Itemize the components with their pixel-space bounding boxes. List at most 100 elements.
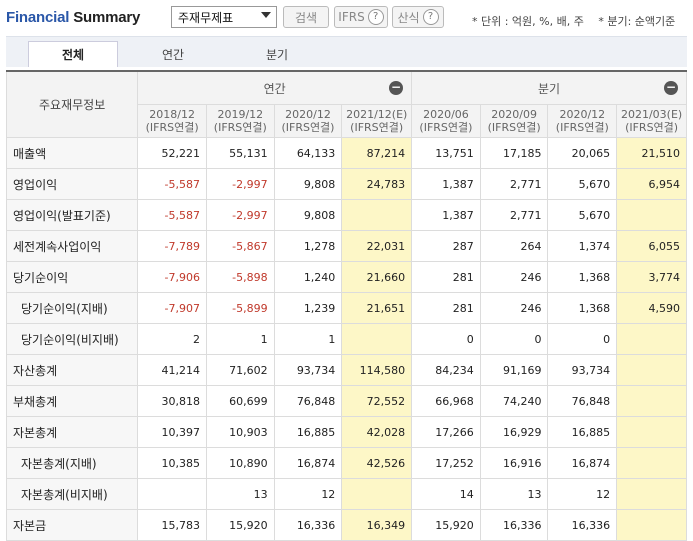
- column-period: 2020/06: [423, 108, 469, 121]
- table-row: 자본총계(비지배) 13 12 14 13 12: [5, 478, 687, 510]
- table-row: 당기순이익(비지배) 2 1 1 0 0 0: [5, 323, 687, 355]
- table-cell: 2: [137, 323, 207, 355]
- table-cell: [137, 478, 207, 510]
- table-cell: 16,929: [479, 416, 549, 448]
- table-cell: 42,028: [341, 416, 413, 448]
- table-cell: 17,252: [411, 447, 481, 479]
- financial-table: 주요재무정보 연간 − 분기 − 2018/12 (IFRS연결) 2019/12(…: [5, 70, 687, 541]
- column-period: 2021/12(E): [346, 108, 408, 121]
- table-cell: 1,240: [273, 261, 343, 293]
- column-basis: (IFRS연결): [145, 121, 199, 134]
- table-cell: 52,221: [137, 137, 207, 169]
- column-basis: (IFRS연결): [350, 121, 404, 134]
- table-cell: -5,587: [137, 199, 207, 231]
- table-row: 자본총계(지배) 10,385 10,890 16,874 42,526 17,252 16…: [5, 447, 687, 479]
- row-label: 자본총계(지배): [5, 447, 139, 479]
- table-cell: 5,670: [547, 168, 618, 200]
- table-row: 당기순이익(지배) -7,907 -5,899 1,239 21,651 281 246 1,…: [5, 292, 687, 324]
- row-label: 세전계속사업이익: [5, 230, 139, 262]
- column-period: 2020/12: [559, 108, 606, 121]
- table-row: 자본총계 10,397 10,903 16,885 42,028 17,266 16,929…: [5, 416, 687, 448]
- statement-type-select[interactable]: 주재무제표: [171, 6, 277, 28]
- table-cell: [616, 416, 687, 448]
- tab-annual[interactable]: 연간: [161, 47, 185, 62]
- column-basis: (IFRS연결): [213, 121, 267, 134]
- row-label: 자본총계(비지배): [5, 478, 139, 510]
- select-value: 주재무제표: [178, 10, 234, 25]
- column-basis: (IFRS연결): [487, 121, 541, 134]
- table-cell: 71,602: [205, 354, 275, 386]
- table-cell: 6,055: [616, 230, 687, 262]
- table-cell: 16,916: [479, 447, 549, 479]
- table-cell: 114,580: [341, 354, 413, 386]
- table-cell: 17,266: [411, 416, 481, 448]
- table-cell: 10,890: [205, 447, 275, 479]
- table-cell: -5,898: [205, 261, 275, 293]
- column-header: 2021/03(E) (IFRS연결): [616, 104, 687, 138]
- search-button[interactable]: 검색: [283, 6, 329, 28]
- group-header-quarter: 분기 −: [411, 70, 687, 105]
- table-cell: 9,808: [273, 199, 343, 231]
- column-header: 2020/12 (IFRS연결): [547, 104, 618, 138]
- table-cell: 60,699: [205, 385, 275, 417]
- table-cell: 2,771: [479, 168, 549, 200]
- tab-all[interactable]: 전체: [28, 41, 118, 67]
- group-label: 연간: [263, 81, 286, 96]
- table-cell: 12: [547, 478, 618, 510]
- collapse-icon[interactable]: −: [664, 80, 678, 95]
- table-cell: 246: [479, 292, 549, 324]
- ifrs-button[interactable]: IFRS ?: [334, 6, 388, 28]
- column-header: 2020/06 (IFRS연결): [411, 104, 481, 138]
- table-cell: -2,997: [205, 199, 275, 231]
- row-label: 자산총계: [5, 354, 139, 386]
- table-cell: 13,751: [411, 137, 481, 169]
- collapse-icon[interactable]: −: [389, 80, 404, 95]
- title-summary: Summary: [73, 9, 141, 26]
- row-label: 당기순이익(지배): [5, 292, 139, 324]
- table-cell: 281: [411, 261, 481, 293]
- table-cell: 10,903: [205, 416, 275, 448]
- page-title: Financial Summary: [6, 9, 140, 26]
- table-cell: [616, 354, 687, 386]
- table-cell: 76,848: [273, 385, 343, 417]
- table-cell: 24,783: [341, 168, 413, 200]
- table-cell: 287: [411, 230, 481, 262]
- table-cell: [616, 323, 687, 355]
- table-cell: [341, 199, 413, 231]
- table-cell: 84,234: [411, 354, 481, 386]
- row-label: 당기순이익: [5, 261, 139, 293]
- column-basis: (IFRS연결): [281, 121, 335, 134]
- row-label: 부채총계: [5, 385, 139, 417]
- column-header: 2019/12 (IFRS연결): [205, 104, 275, 138]
- table-cell: 10,397: [137, 416, 207, 448]
- table-cell: 21,660: [341, 261, 413, 293]
- table-cell: 72,552: [341, 385, 413, 417]
- table-cell: 2,771: [479, 199, 549, 231]
- group-header-annual: 연간 −: [137, 70, 413, 105]
- table-cell: 4,590: [616, 292, 687, 324]
- column-period: 2020/09: [491, 108, 537, 121]
- help-icon: ?: [367, 9, 384, 25]
- table-cell: 9,808: [273, 168, 343, 200]
- group-label: 분기: [537, 81, 561, 96]
- toolbar: Financial Summary 주재무제표 검색 IFRS ? 산식 ? *…: [0, 0, 693, 36]
- table-cell: 21,651: [341, 292, 413, 324]
- table-cell: 246: [479, 261, 549, 293]
- formula-button[interactable]: 산식 ?: [392, 6, 444, 28]
- formula-button-label: 산식: [397, 10, 420, 25]
- table-cell: 0: [411, 323, 481, 355]
- table-cell: 1: [273, 323, 343, 355]
- table-cell: -2,997: [205, 168, 275, 200]
- column-basis: (IFRS연결): [419, 121, 473, 134]
- table-cell: 1,387: [411, 168, 481, 200]
- chevron-down-icon: [261, 12, 271, 18]
- table-row: 영업이익(발표기준) -5,587 -2,997 9,808 1,387 2,771 5,6…: [5, 199, 687, 231]
- table-cell: -7,789: [137, 230, 207, 262]
- row-label: 영업이익(발표기준): [5, 199, 139, 231]
- row-label: 영업이익: [5, 168, 139, 200]
- table-cell: 6,954: [616, 168, 687, 200]
- table-cell: 13: [479, 478, 549, 510]
- table-cell: 21,510: [616, 137, 687, 169]
- tab-quarter[interactable]: 분기: [265, 47, 289, 62]
- table-row: 세전계속사업이익 -7,789 -5,867 1,278 22,031 287 264 1,3…: [5, 230, 687, 262]
